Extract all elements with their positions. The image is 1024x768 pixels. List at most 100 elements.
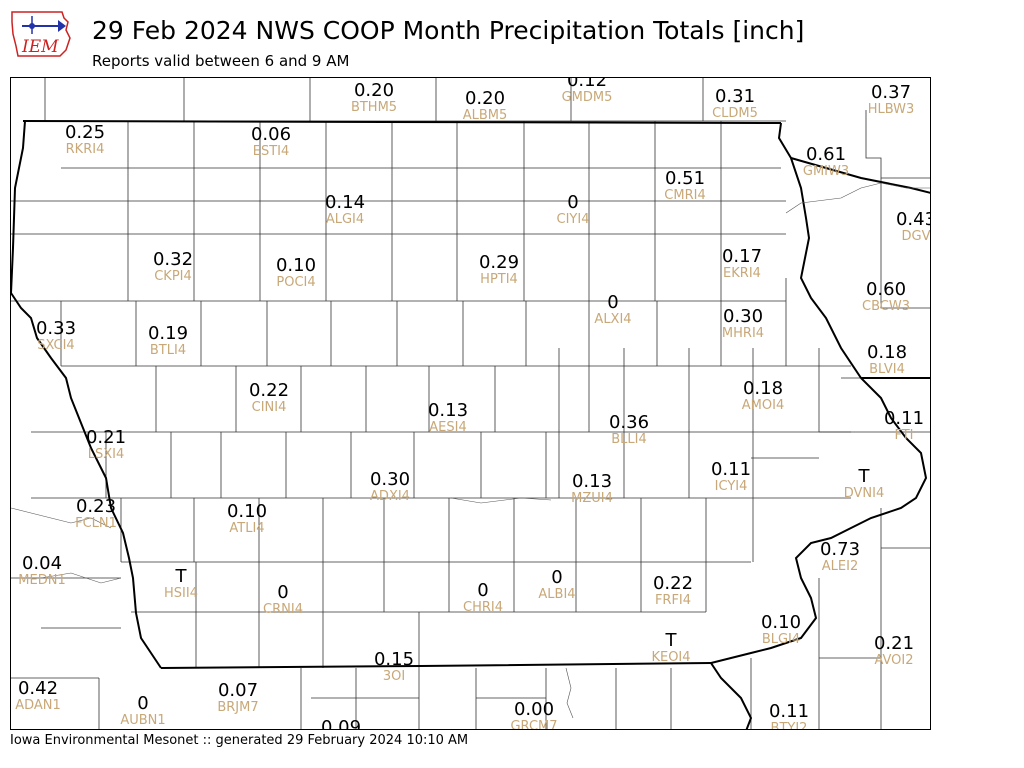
station-value: 0: [607, 292, 619, 313]
station-id: MHRI4: [721, 326, 765, 341]
station-label: 0.30 MHRI4: [721, 308, 765, 341]
station-id: ADXI4: [370, 489, 410, 504]
station-label: 0.25 RKRI4: [64, 122, 106, 157]
station-label: 0.07 BRJM7: [217, 682, 259, 715]
station-value: 0.11: [883, 408, 925, 429]
station-value: 0.04: [21, 553, 63, 574]
station-id: CKPI4: [154, 269, 192, 284]
station-value: 0.12: [566, 77, 608, 91]
station-label: 0.23 FCLN1: [75, 498, 117, 531]
station-value: 0.13: [571, 471, 613, 492]
station-value: 0.32: [152, 249, 194, 270]
station-id: LSXI4: [87, 447, 125, 462]
station-value: 0.25: [64, 122, 106, 143]
station-label: T KEOI4: [651, 632, 691, 665]
station-label: 0.37 HLBW3: [867, 82, 915, 117]
station-label: 0 AUBN1: [120, 693, 166, 728]
station-label: 0.73 ALEI2: [820, 541, 860, 574]
station-label: 0.30 ADXI4: [369, 469, 411, 504]
station-value: 0.09: [320, 717, 362, 730]
station-label: 0.00 GRCM7: [510, 701, 557, 730]
station-id: HSII4: [164, 586, 198, 601]
station-value: 0.18: [742, 378, 784, 399]
station-id: BLLI4: [611, 432, 647, 447]
station-id: ALXI4: [594, 312, 632, 327]
station-id: FRFI4: [654, 593, 692, 608]
station-value: 0.30: [369, 469, 411, 490]
station-id: BTHM5: [350, 100, 398, 115]
station-label: 0.36 BLLI4: [608, 412, 650, 447]
logo-text: IEM: [21, 37, 59, 57]
station-label: 0.11 ICYI4: [710, 459, 752, 494]
station-label: 0.14 ALGI4: [324, 192, 366, 227]
station-label: 0.12 GMDM5: [562, 77, 613, 104]
map-subtitle: Reports valid between 6 and 9 AM: [92, 52, 350, 70]
station-id: CINI4: [251, 400, 287, 415]
station-label: 0.51 CMRI4: [664, 168, 706, 203]
station-label: 0.20 ALBM5: [462, 88, 508, 123]
station-label: 0.21 LSXI4: [85, 427, 127, 462]
station-id: ALGI4: [325, 212, 365, 227]
station-id: BLGI4: [761, 632, 801, 647]
station-value: 0: [567, 192, 579, 213]
station-id: AMOI4: [741, 398, 785, 413]
station-label: 0.17 EKRI4: [721, 246, 763, 281]
station-id: CIYI4: [556, 212, 590, 227]
station-id: HLBW3: [867, 102, 915, 117]
station-label: 0.29 HPTI4: [478, 252, 520, 287]
station-id: BRJM7: [217, 700, 259, 715]
iem-logo: IEM: [11, 11, 71, 57]
station-label: 0.43DGV: [896, 211, 930, 244]
station-id: BLVI4: [869, 362, 905, 377]
station-id: KEOI4: [651, 650, 691, 665]
station-label: 0.18 AMOI4: [741, 378, 785, 413]
station-id: ESTI4: [252, 144, 290, 159]
station-label: 0.10 POCI4: [276, 257, 316, 290]
station-id: AVOI2: [874, 653, 914, 668]
station-id: ADAN1: [15, 698, 61, 713]
station-label: 0.11 FTI: [883, 408, 925, 443]
station-value: 0.10: [226, 501, 268, 522]
station-value: 0.00: [513, 699, 555, 720]
station-id: ALBM5: [462, 108, 508, 123]
station-label: T DVNI4: [843, 468, 885, 501]
station-value: 0.06: [250, 124, 292, 145]
station-id: EKRI4: [723, 266, 761, 281]
station-value: 0.37: [870, 82, 912, 103]
station-value: 0.14: [324, 192, 366, 213]
station-value: 0.20: [353, 80, 395, 101]
station-id: SXCI4: [37, 338, 75, 353]
station-value: 0: [137, 693, 149, 714]
station-value: 0.29: [478, 252, 520, 273]
station-value: 0.20: [464, 88, 506, 109]
station-id: HPTI4: [480, 272, 518, 287]
station-value: 0.61: [805, 144, 847, 165]
station-id: ATLI4: [229, 521, 265, 536]
station-label: 0.04 MEDN1: [18, 553, 65, 588]
station-label: T HSII4: [164, 568, 198, 601]
station-label: 0.61 GMIW3: [803, 144, 849, 179]
station-id: POCI4: [276, 275, 316, 290]
station-label: 0 CHRI4: [463, 580, 503, 615]
station-id: AESI4: [429, 420, 467, 435]
station-label: 0.13 AESI4: [427, 400, 469, 435]
station-value: 0: [277, 582, 289, 603]
station-id: CHRI4: [463, 600, 503, 615]
station-label: 0.22 FRFI4: [653, 575, 693, 608]
station-id: AUBN1: [120, 713, 166, 728]
station-value: 0.11: [768, 701, 810, 722]
station-value: 0.13: [427, 400, 469, 421]
station-value: 0.51: [664, 168, 706, 189]
station-id: ALBI4: [538, 587, 576, 602]
station-value: 0.17: [721, 246, 763, 267]
station-label: 0.06 ESTI4: [250, 124, 292, 159]
station-id: 3OI: [382, 669, 406, 684]
station-value: 0: [477, 580, 489, 601]
station-value: 0.21: [85, 427, 127, 448]
station-value: 0.15: [373, 649, 415, 670]
station-id: DVNI4: [843, 486, 885, 501]
station-label: 0 CRNI4: [263, 582, 303, 617]
station-label: 0 ALBI4: [538, 569, 576, 602]
station-value: 0.36: [608, 412, 650, 433]
station-value: 0.11: [710, 459, 752, 480]
